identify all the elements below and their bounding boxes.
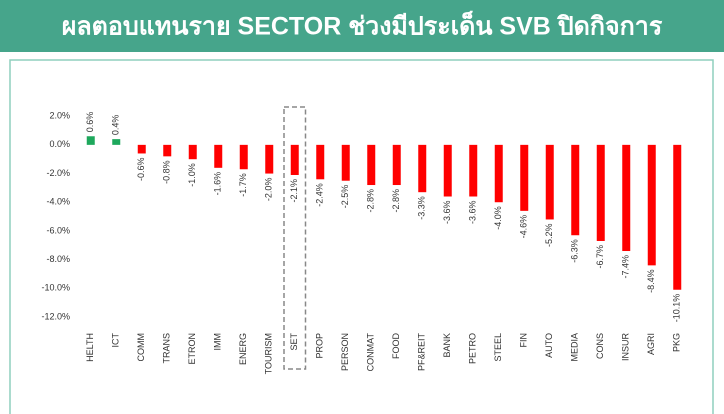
chart-title: ผลตอบแทนราย SECTOR ช่วงมีประเด็น SVB ปิด…: [62, 11, 663, 41]
value-label: -2.5%: [340, 185, 350, 209]
y-tick-label: -10.0%: [41, 283, 70, 293]
x-tick-label: AUTO: [544, 333, 554, 358]
x-tick-label: CONMAT: [366, 333, 376, 372]
value-label: -7.4%: [621, 255, 631, 279]
x-tick-label: INSUR: [621, 333, 631, 362]
value-label: 0.6%: [85, 112, 95, 133]
value-label: -1.7%: [238, 173, 248, 197]
bar: [673, 144, 682, 290]
x-tick-label: COMM: [136, 333, 146, 362]
x-tick-label: MEDIA: [570, 333, 580, 362]
value-label: 0.4%: [111, 115, 121, 136]
x-tick-label: PERSON: [340, 333, 350, 371]
value-label: -3.3%: [417, 196, 427, 220]
value-label: -2.4%: [315, 183, 325, 207]
x-tick-label: AGRI: [646, 333, 656, 355]
value-label: -2.1%: [289, 179, 299, 203]
x-tick-label: HELTH: [85, 333, 95, 362]
x-tick-label: BANK: [442, 333, 452, 358]
bar: [494, 144, 503, 203]
value-label: -3.6%: [442, 201, 452, 225]
bar: [392, 144, 401, 186]
y-tick-label: -2.0%: [46, 168, 70, 178]
highlight-box: [283, 106, 307, 370]
bar: [469, 144, 478, 197]
bar: [647, 144, 656, 266]
bar: [341, 144, 350, 181]
y-tick-label: -12.0%: [41, 311, 70, 321]
value-label: -4.0%: [493, 206, 503, 230]
x-tick-label: STEEL: [493, 333, 503, 362]
bar: [316, 144, 325, 180]
value-label: -2.8%: [366, 189, 376, 213]
y-tick-label: -6.0%: [46, 225, 70, 235]
value-label: -5.2%: [544, 223, 554, 247]
bar: [443, 144, 452, 197]
x-tick-label: FIN: [519, 333, 529, 348]
x-tick-label: PROP: [315, 333, 325, 359]
value-label: -2.0%: [264, 178, 274, 202]
x-tick-label: SET: [289, 333, 299, 351]
y-tick-label: -4.0%: [46, 197, 70, 207]
bar: [290, 144, 299, 175]
x-tick-label: CONS: [595, 333, 605, 359]
bar: [520, 144, 529, 211]
x-tick-label: ENERG: [238, 333, 248, 365]
value-label: -2.8%: [391, 189, 401, 213]
x-tick-label: ETRON: [187, 333, 197, 365]
bar: [86, 136, 95, 145]
value-label: -1.6%: [213, 172, 223, 196]
y-tick-label: 2.0%: [49, 111, 70, 121]
bar: [265, 144, 274, 174]
bar: [163, 144, 172, 157]
bar: [239, 144, 248, 170]
value-label: -0.8%: [162, 160, 172, 184]
panel: [9, 59, 714, 414]
x-tick-label: FOOD: [391, 333, 401, 359]
x-tick-label: IMM: [213, 333, 223, 351]
bar: [418, 144, 427, 193]
x-tick-label: PETRO: [468, 333, 478, 364]
bar: [137, 144, 146, 154]
value-label: -10.1%: [672, 294, 682, 323]
x-tick-label: TOURISM: [264, 333, 274, 374]
y-tick-label: 0.0%: [49, 139, 70, 149]
bar: [367, 144, 376, 186]
x-tick-label: PF&REIT: [417, 333, 427, 372]
value-label: -3.6%: [468, 201, 478, 225]
value-label: -4.6%: [519, 215, 529, 239]
bar: [112, 139, 121, 145]
value-label: -1.0%: [187, 163, 197, 187]
bar: [571, 144, 580, 236]
bar: [188, 144, 197, 160]
x-tick-label: ICT: [111, 333, 121, 348]
y-tick-label: -8.0%: [46, 254, 70, 264]
bar: [214, 144, 223, 168]
bar: [596, 144, 605, 241]
header-bar: [0, 0, 724, 52]
x-tick-label: TRANS: [162, 333, 172, 364]
bar: [622, 144, 631, 252]
bar: [545, 144, 554, 220]
value-label: -6.3%: [570, 239, 580, 263]
value-label: -6.7%: [595, 245, 605, 269]
x-tick-label: PKG: [672, 333, 682, 352]
value-label: -0.6%: [136, 157, 146, 181]
value-label: -8.4%: [646, 269, 656, 293]
